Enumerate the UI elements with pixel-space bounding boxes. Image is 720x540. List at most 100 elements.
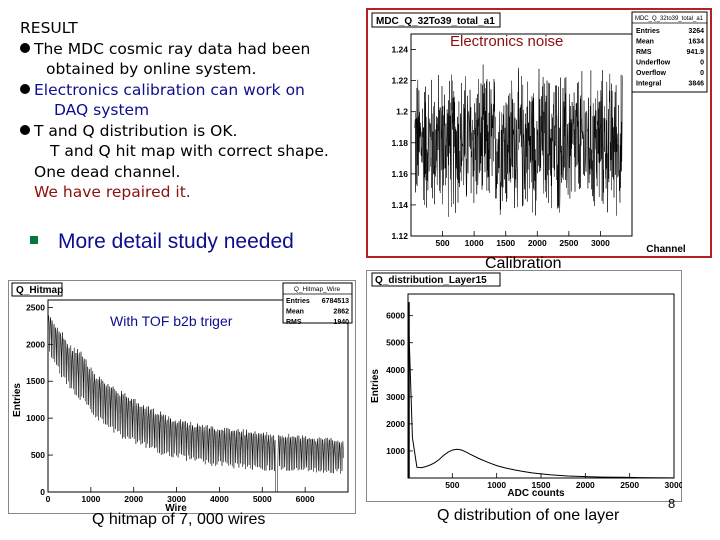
hitmap-line	[47, 315, 344, 493]
result-item: We have repaired it.	[34, 183, 191, 201]
x-tick-label: 0	[46, 494, 51, 504]
x-axis-label: ADC counts	[507, 488, 565, 499]
y-axis-label: Entries	[370, 369, 381, 403]
electronics-noise-label: Electronics noise	[450, 33, 563, 50]
result-item: One dead channel.	[34, 162, 181, 181]
x-ticks: 500 1000 1500 2000 2500 3000	[435, 231, 610, 248]
stats-key: Entries	[636, 28, 660, 35]
q-hitmap-plot: Q_Hitmap 0 500 1000 1500 2000 2500 0 1000 2000 3…	[8, 280, 356, 514]
x-tick-label: 3000	[591, 238, 610, 248]
x-tick-label: 1000	[487, 480, 506, 490]
x-tick-label: 2500	[620, 480, 639, 490]
y-tick-label: 1.22	[391, 76, 408, 86]
y-tick-label: 1500	[26, 376, 45, 386]
stats-box: MDC_Q_32to39_total_a1 Entries 3264 Mean 163…	[631, 11, 708, 93]
x-tick-label: 3000	[665, 480, 682, 490]
plot-area	[407, 293, 675, 479]
stats-value: 0	[700, 70, 704, 77]
qdist-line	[407, 302, 675, 479]
stats-key: Mean	[636, 39, 654, 46]
result-item: DAQ system	[54, 101, 150, 119]
more-detail-text: More detail study needed	[58, 230, 294, 253]
electronics-noise-plot: MDC_Q_32To39_total_a1 1.121.141.161.181.…	[366, 8, 712, 258]
stats-value: 1634	[688, 39, 704, 46]
x-tick-label: 2000	[528, 238, 547, 248]
x-ticks: 0 1000 2000 3000 4000 5000 6000	[46, 487, 315, 504]
stats-key: RMS	[286, 319, 302, 326]
y-tick-label: 1.2	[396, 107, 408, 117]
qdist-caption: Q distribution of one layer	[437, 507, 620, 524]
result-item: T and Q distribution is OK.	[20, 121, 329, 142]
plot-title: MDC_Q_32To39_total_a1	[376, 16, 495, 27]
page-number: 8	[668, 496, 676, 511]
bullet-icon	[20, 84, 30, 94]
stats-name: Q_Hitmap_Wire	[294, 286, 341, 293]
stats-name: MDC_Q_32to39_total_a1	[635, 16, 704, 22]
stats-key: Entries	[286, 298, 310, 305]
x-tick-label: 2500	[559, 238, 578, 248]
result-item-text: Electronics calibration can work on	[34, 80, 305, 99]
qdist-series	[407, 302, 675, 479]
result-item: obtained by online system.	[46, 60, 257, 78]
hitmap-caption: Q hitmap of 7, 000 wires	[92, 511, 266, 528]
x-axis-label: Wire	[165, 503, 187, 514]
result-item-text: The MDC cosmic ray data had been	[34, 39, 311, 58]
x-tick-label: 3000	[167, 494, 186, 504]
y-tick-label: 6000	[386, 311, 405, 321]
bullet-icon	[20, 43, 30, 53]
y-tick-label: 3000	[386, 392, 405, 402]
y-tick-label: 2000	[386, 419, 405, 429]
result-item: T and Q hit map with correct shape.	[50, 142, 329, 160]
y-tick-label: 0	[40, 487, 45, 497]
stats-box: Q_Hitmap_Wire Entries 6784513 Mean 2862 RMS 1…	[282, 282, 353, 326]
noise-line	[414, 64, 623, 217]
x-axis-label: Channel	[646, 244, 686, 255]
result-item-text: T and Q distribution is OK.	[34, 121, 238, 140]
plot-title-box	[11, 282, 63, 297]
x-tick-label: 6000	[296, 494, 315, 504]
x-tick-label: 2000	[576, 480, 595, 490]
result-item: The MDC cosmic ray data had been	[20, 39, 329, 60]
plot-title: Q_distribution_Layer15	[375, 275, 487, 286]
x-tick-label: 1000	[81, 494, 100, 504]
stats-value: 941.9	[686, 49, 704, 56]
results-heading: RESULT	[20, 19, 78, 37]
y-tick-label: 2000	[26, 339, 45, 349]
stats-value: 0	[700, 60, 704, 67]
result-item: Electronics calibration can work on	[20, 80, 329, 101]
hitmap-series	[47, 315, 344, 493]
y-tick-label: 1.14	[391, 200, 408, 210]
stats-value: 6784513	[322, 298, 349, 305]
y-tick-label: 1.16	[391, 169, 408, 179]
x-tick-label: 2000	[124, 494, 143, 504]
square-bullet-icon	[30, 236, 38, 244]
y-tick-label: 1.12	[391, 231, 408, 241]
stats-key: Integral	[636, 81, 661, 88]
x-tick-label: 500	[435, 238, 449, 248]
stats-key: RMS	[636, 49, 652, 56]
x-ticks: 500 1000 1500 2000 2500 3000	[445, 473, 682, 490]
stats-key: Mean	[286, 309, 304, 316]
x-tick-label: 1500	[532, 480, 551, 490]
y-ticks: 1000 2000 3000 4000 5000 6000	[386, 311, 413, 456]
y-tick-label: 4000	[386, 365, 405, 375]
plot-title: Q_Hitmap	[16, 285, 63, 296]
y-tick-label: 2500	[26, 302, 45, 312]
x-tick-label: 1500	[496, 238, 515, 248]
stats-key: Overflow	[636, 70, 667, 77]
y-tick-label: 5000	[386, 338, 405, 348]
bullet-icon	[20, 125, 30, 135]
x-tick-label: 4000	[210, 494, 229, 504]
tof-label: With TOF b2b triger	[110, 313, 233, 329]
stats-key: Underflow	[636, 60, 671, 67]
noise-series	[414, 64, 623, 217]
x-tick-label: 5000	[253, 494, 272, 504]
stats-value: 2862	[333, 309, 349, 316]
y-tick-label: 1.24	[391, 45, 408, 55]
y-tick-label: 500	[31, 450, 45, 460]
y-ticks: 0 500 1000 1500 2000 2500	[26, 302, 53, 497]
results-text: RESULT The MDC cosmic ray data had been …	[20, 18, 329, 203]
y-axis-label: Entries	[12, 383, 23, 417]
q-distribution-plot: Q_distribution_Layer15 1000 2000 3000 4000 5…	[366, 270, 682, 502]
calibration-label: Calibration	[485, 255, 562, 272]
